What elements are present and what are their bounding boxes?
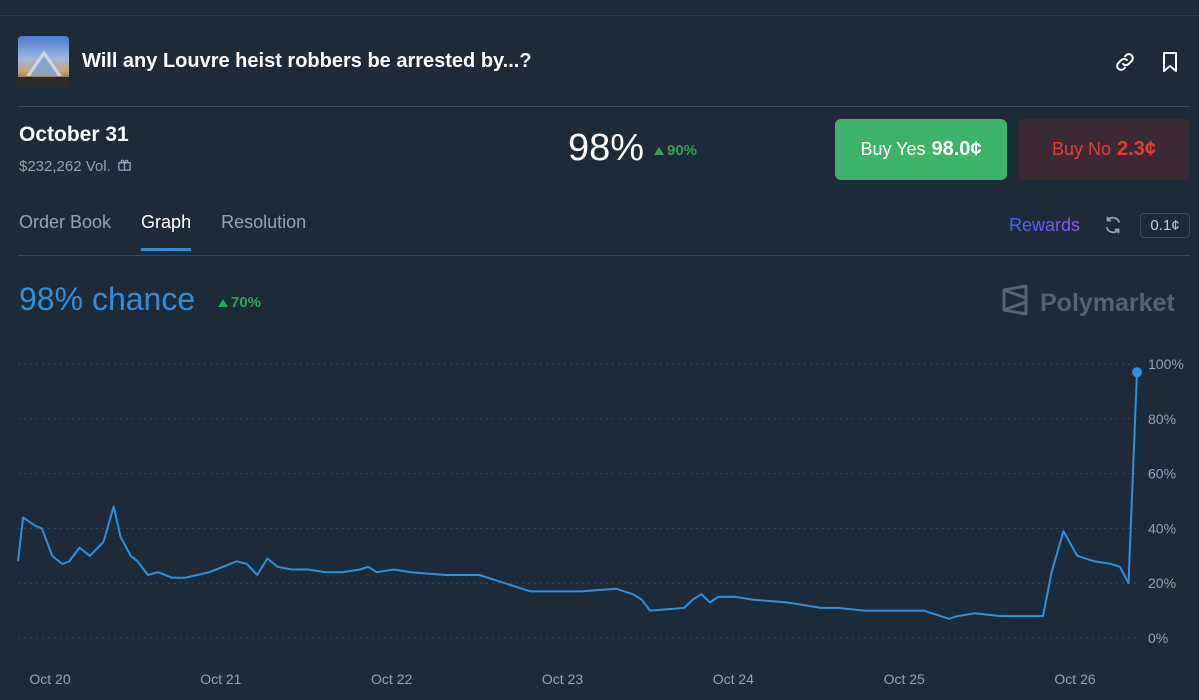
current-price: 98% bbox=[568, 127, 645, 169]
chance-headline: 98% chance bbox=[19, 281, 196, 317]
market-date: October 31 bbox=[19, 123, 129, 146]
buy-no-button[interactable]: Buy No 2.3¢ bbox=[1018, 119, 1190, 180]
tabs-divider bbox=[18, 255, 1190, 256]
buy-no-label: Buy No bbox=[1052, 139, 1112, 159]
tab-order-book[interactable]: Order Book bbox=[19, 212, 112, 232]
chance-change-value: 70% bbox=[231, 294, 262, 311]
price-change-value: 90% bbox=[667, 142, 698, 159]
y-tick-label: 40% bbox=[1148, 520, 1176, 536]
x-tick-label: Oct 26 bbox=[1054, 671, 1095, 687]
y-tick-label: 100% bbox=[1148, 356, 1184, 372]
x-tick-label: Oct 25 bbox=[884, 671, 925, 687]
x-tick-label: Oct 23 bbox=[542, 671, 583, 687]
buy-yes-label: Buy Yes bbox=[860, 139, 926, 159]
bookmark-icon[interactable] bbox=[1158, 50, 1182, 74]
refresh-icon[interactable] bbox=[1103, 215, 1123, 235]
buy-no-price: 2.3¢ bbox=[1117, 138, 1156, 160]
market-title: Will any Louvre heist robbers be arreste… bbox=[82, 50, 532, 72]
buy-yes-price: 98.0¢ bbox=[931, 138, 982, 160]
rewards-link[interactable]: Rewards bbox=[1009, 215, 1081, 235]
market-header: Will any Louvre heist robbers be arreste… bbox=[18, 36, 1190, 88]
up-arrow-icon bbox=[218, 298, 228, 307]
last-point-marker bbox=[1132, 367, 1142, 378]
gift-icon[interactable] bbox=[117, 157, 132, 176]
y-tick-label: 60% bbox=[1148, 466, 1176, 482]
volume-text: $232,262 Vol. bbox=[19, 158, 111, 175]
top-divider bbox=[0, 15, 1199, 16]
chance-change: 70% bbox=[218, 294, 261, 311]
tick-size-button[interactable]: 0.1¢ bbox=[1140, 213, 1190, 238]
tab-resolution[interactable]: Resolution bbox=[221, 212, 307, 232]
up-arrow-icon bbox=[654, 146, 664, 155]
tab-graph[interactable]: Graph bbox=[141, 212, 192, 251]
header-divider bbox=[18, 106, 1190, 107]
polymarket-logo-icon bbox=[1000, 284, 1030, 323]
probability-chart: 100% 80% 60% 40% 20% 0% Oct 20 Oct 21 Oct 22 Oct … bbox=[17, 356, 1184, 687]
link-icon[interactable] bbox=[1113, 50, 1137, 74]
price-change: 90% bbox=[654, 142, 697, 159]
x-tick-label: Oct 20 bbox=[29, 671, 70, 687]
buy-yes-button[interactable]: Buy Yes 98.0¢ bbox=[835, 119, 1007, 180]
series-line bbox=[17, 372, 1138, 620]
y-tick-label: 20% bbox=[1148, 575, 1176, 591]
x-tick-label: Oct 24 bbox=[713, 671, 754, 687]
volume-info: $232,262 Vol. bbox=[19, 157, 132, 176]
x-tick-label: Oct 22 bbox=[371, 671, 412, 687]
polymarket-logo: Polymarket bbox=[1000, 284, 1175, 323]
y-tick-label: 0% bbox=[1148, 630, 1168, 646]
polymarket-wordmark: Polymarket bbox=[1040, 289, 1175, 317]
x-tick-label: Oct 21 bbox=[200, 671, 241, 687]
y-tick-label: 80% bbox=[1148, 411, 1176, 427]
tab-bar: Order Book Graph Resolution bbox=[19, 212, 306, 251]
market-thumbnail bbox=[18, 36, 69, 87]
